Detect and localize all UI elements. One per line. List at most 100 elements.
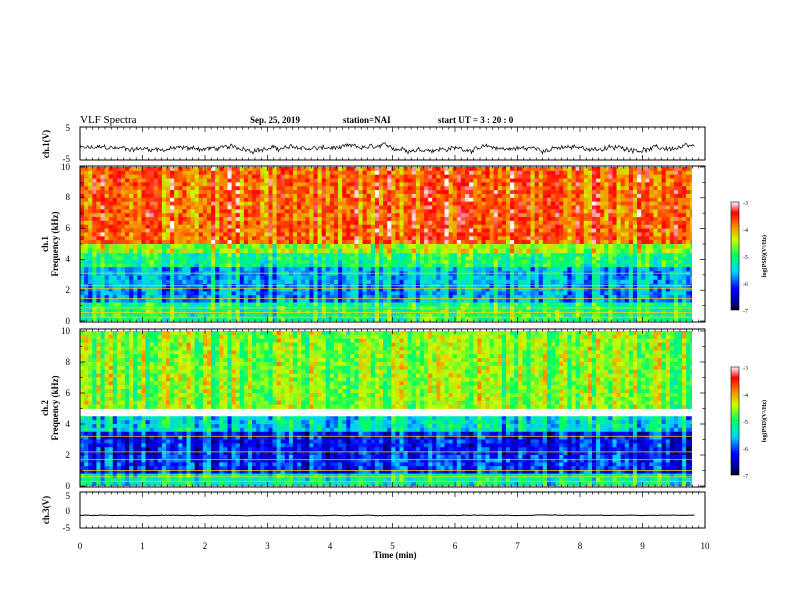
spectrogram-cell xyxy=(436,182,441,187)
spectrogram-cell xyxy=(231,190,237,195)
spectrogram-cell xyxy=(600,287,605,292)
spectrogram-cell xyxy=(551,248,556,254)
spectrogram-cell xyxy=(235,284,241,289)
spectrogram-cell xyxy=(370,178,376,183)
spectrogram-cell xyxy=(137,263,142,268)
spectrogram-cell xyxy=(645,220,650,226)
spectrogram-cell xyxy=(493,224,499,229)
spectrogram-cell xyxy=(620,279,626,285)
spectrogram-cell xyxy=(284,260,290,265)
spectrogram-cell xyxy=(661,284,667,289)
spectrogram-cell xyxy=(333,253,339,258)
spectrogram-cell xyxy=(219,197,224,203)
spectrogram-cell xyxy=(649,248,654,254)
spectrogram-cell xyxy=(518,190,523,195)
spectrogram-cell xyxy=(411,209,417,214)
spectrogram-cell xyxy=(637,267,642,272)
spectrogram-cell xyxy=(555,174,560,179)
spectrogram-cell xyxy=(211,253,216,258)
spectrogram-cell xyxy=(477,275,482,281)
spectrogram-cell xyxy=(620,174,626,179)
spectrogram-cell xyxy=(505,236,511,241)
spectrogram-cell xyxy=(219,291,224,296)
spectrogram-cell xyxy=(469,209,474,214)
spectrogram-cell xyxy=(559,213,564,218)
spectrogram-cell xyxy=(166,279,171,285)
ch1-ytick-bottom: -5 xyxy=(63,154,71,164)
spectrogram-cell xyxy=(141,197,146,203)
spectrogram-cell xyxy=(260,220,265,226)
spectrogram-cell xyxy=(641,232,646,237)
spectrogram-cell xyxy=(415,267,421,272)
spectrogram-cell xyxy=(563,287,568,292)
spectrogram-cell xyxy=(477,182,482,187)
spectrogram-cell xyxy=(403,253,409,258)
spectrogram-cell xyxy=(182,167,187,172)
spectrogram-cell xyxy=(346,284,351,289)
spectrogram-cell xyxy=(649,253,654,258)
spectrogram-cell xyxy=(444,260,450,265)
spectrogram-cell xyxy=(628,224,634,229)
spectrogram-cell xyxy=(645,232,650,237)
spectrogram-cell xyxy=(473,240,478,245)
spectrogram-cell xyxy=(366,213,372,218)
spectrogram-cell xyxy=(84,220,89,226)
spectrogram-cell xyxy=(141,193,146,199)
spectrogram-cell xyxy=(460,182,466,187)
spectrogram-cell xyxy=(329,279,335,285)
spectrogram-cell xyxy=(92,256,97,261)
spectrogram-cell xyxy=(145,240,151,245)
spectrogram-cell xyxy=(161,174,167,179)
spectrogram-cell xyxy=(157,217,163,222)
spectrogram-cell xyxy=(108,279,114,285)
spectrogram-cell xyxy=(178,209,183,214)
spectrogram-cell xyxy=(424,260,429,265)
spectrogram-cell xyxy=(411,279,417,285)
spectrogram-cell xyxy=(157,224,163,229)
spectrogram-cell xyxy=(419,248,425,254)
spectrogram-cell xyxy=(473,209,478,214)
spectrogram-cell xyxy=(395,182,400,187)
spectrogram-cell xyxy=(407,275,413,281)
spectrogram-cell xyxy=(682,275,687,281)
spectrogram-cell xyxy=(669,291,675,296)
spectrogram-cell xyxy=(452,220,458,226)
spectrogram-cell xyxy=(534,228,540,233)
spectrogram-cell xyxy=(555,201,560,206)
spectrogram-cell xyxy=(465,170,470,176)
spectrogram-cell xyxy=(628,260,634,265)
spectrogram-cell xyxy=(596,213,601,218)
spectrogram-cell xyxy=(596,228,601,233)
spectrogram-cell xyxy=(313,197,318,203)
spectrogram-cell xyxy=(596,244,601,250)
spectrogram-cell xyxy=(256,186,261,191)
spectrogram-cell xyxy=(505,228,511,233)
spectrogram-cell xyxy=(129,267,134,272)
spectrogram-cell xyxy=(440,201,445,206)
spectrogram-cell xyxy=(583,190,589,195)
spectrogram-cell xyxy=(485,291,490,296)
spectrogram-cell xyxy=(387,213,392,218)
spectrogram-cell xyxy=(686,275,691,281)
spectrogram-cell xyxy=(170,248,175,254)
spectrogram-cell xyxy=(690,287,692,292)
spectrogram-cell xyxy=(473,217,478,222)
spectrogram-cell xyxy=(628,178,634,183)
spectrogram-cell xyxy=(342,275,347,281)
spectrogram-cell xyxy=(313,256,318,261)
spectrogram-cell xyxy=(575,256,581,261)
spectrogram-cell xyxy=(215,190,220,195)
spectrogram-cell xyxy=(247,228,253,233)
spectrogram-cell xyxy=(358,167,364,172)
spectrogram-cell xyxy=(661,190,667,195)
spectrogram-cell xyxy=(665,193,671,199)
spectrogram-cell xyxy=(632,260,638,265)
spectrogram-cell xyxy=(432,167,437,172)
spectrogram-cell xyxy=(288,240,294,245)
spectrogram-cell xyxy=(637,263,642,268)
station-label: station=NAI xyxy=(343,115,391,125)
spectrogram-cell xyxy=(436,253,441,258)
spectrogram-cell xyxy=(465,287,470,292)
spectrogram-cell xyxy=(456,193,462,199)
spectrogram-cell xyxy=(383,263,388,268)
